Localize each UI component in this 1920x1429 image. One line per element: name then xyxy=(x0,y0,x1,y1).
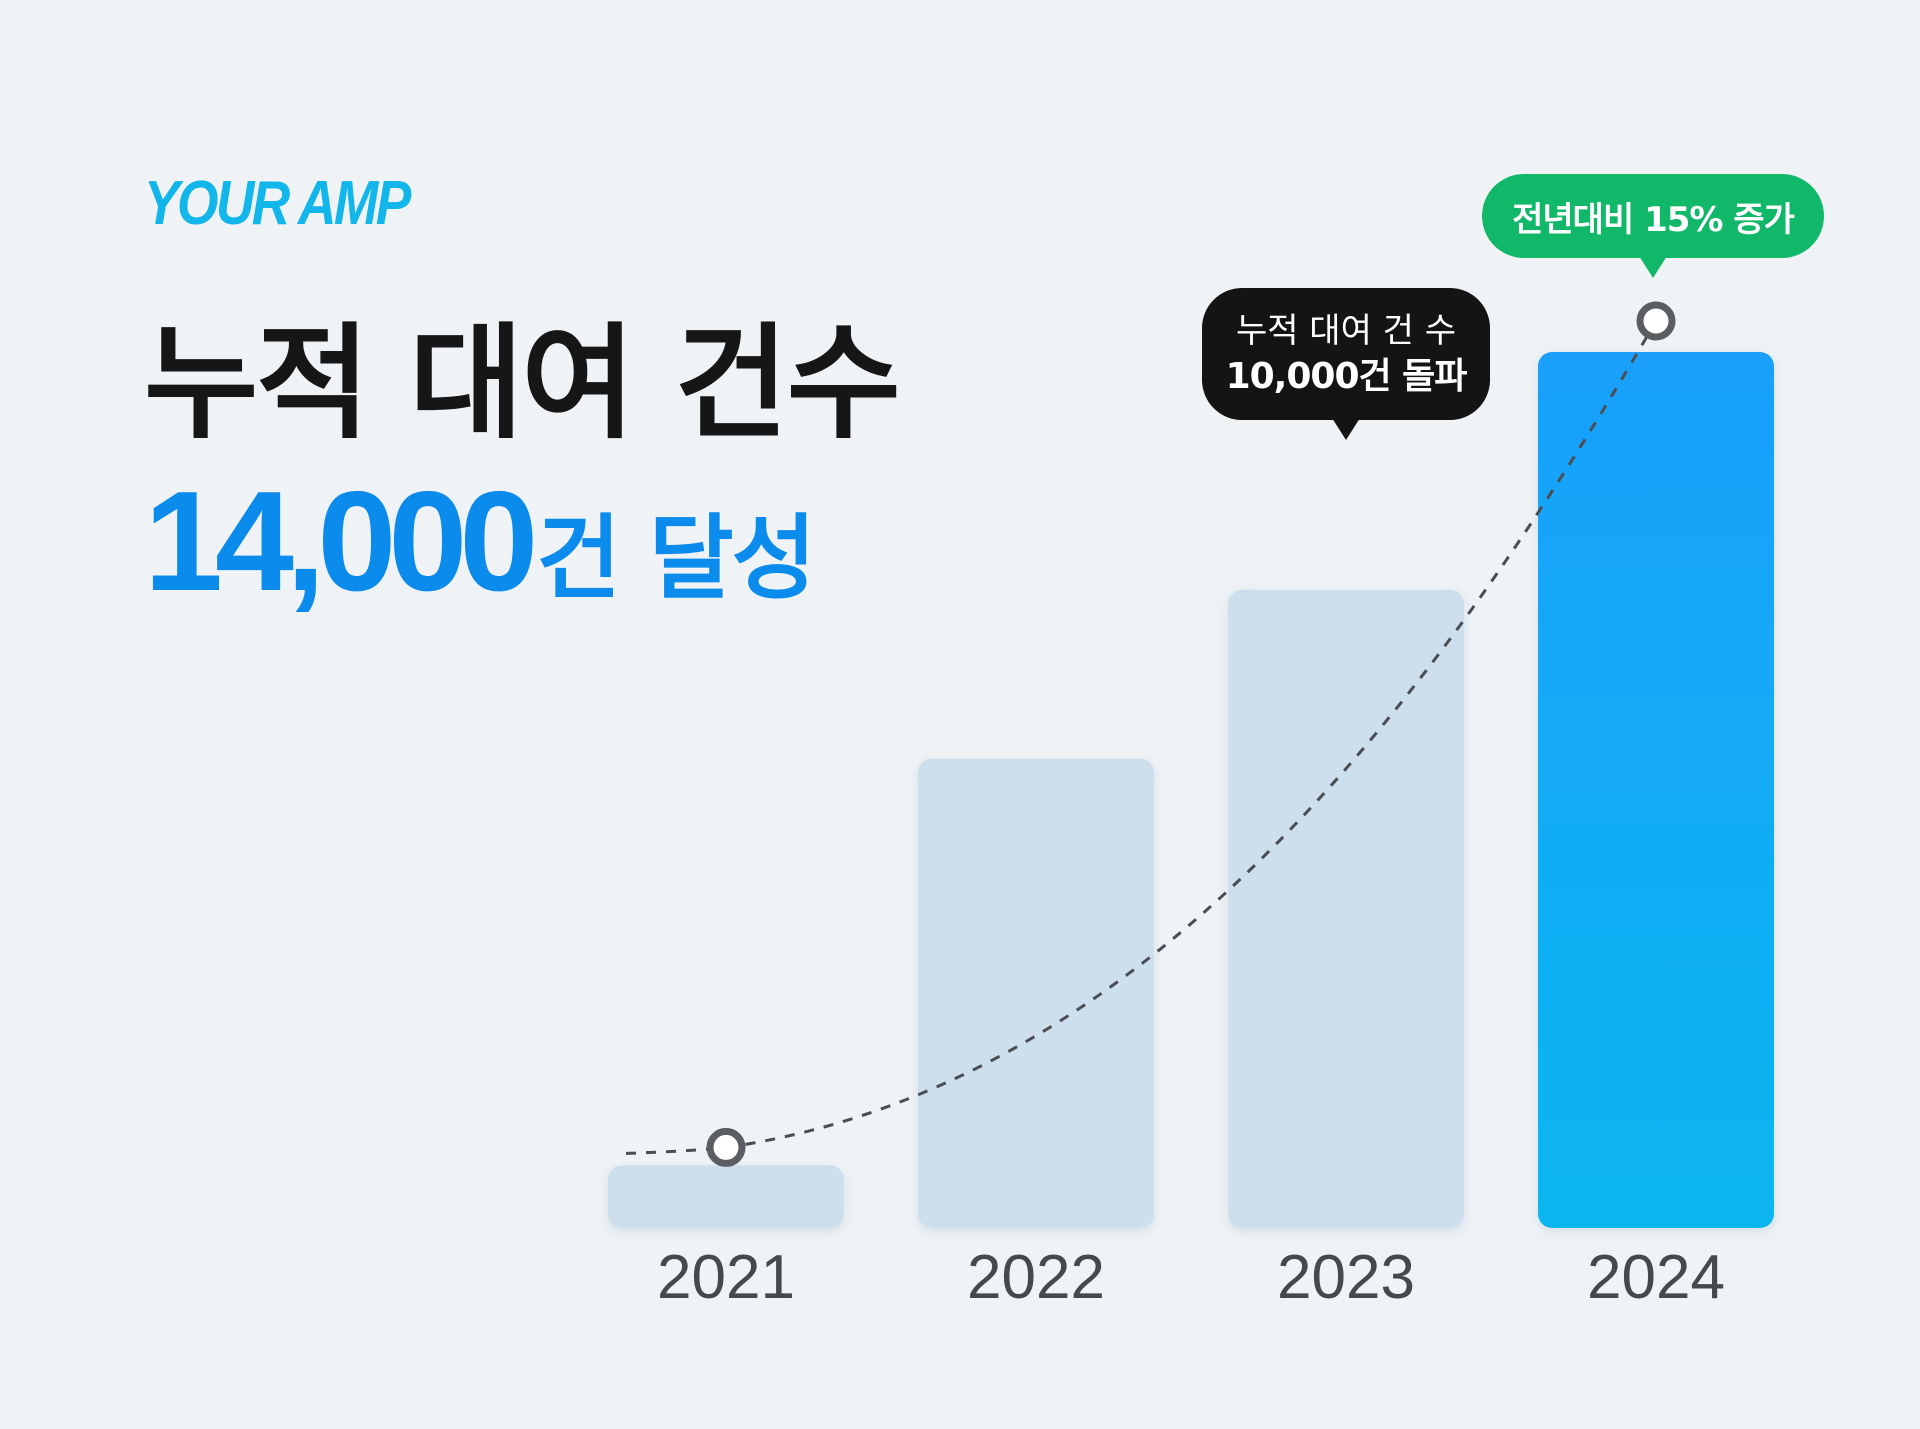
bar-2021 xyxy=(608,1165,844,1228)
milestone-callout: 누적 대여 건 수 10,000건 돌파 xyxy=(1202,288,1490,440)
achievement-suffix: 건 달성 xyxy=(536,505,816,612)
milestone-callout-line2: 10,000건 돌파 xyxy=(1225,356,1468,397)
achievement-headline: 14,000건 달성 xyxy=(144,460,816,624)
x-tick-label-2024: 2024 xyxy=(1587,1243,1725,1312)
trend-marker-2021 xyxy=(706,1127,746,1167)
growth-callout: 전년대비 15% 증가 xyxy=(1482,174,1824,278)
bar-2022 xyxy=(918,758,1154,1228)
achievement-number: 14,000 xyxy=(144,462,538,621)
milestone-callout-line1: 누적 대여 건 수 xyxy=(1235,311,1457,351)
x-tick-label-2022: 2022 xyxy=(967,1243,1105,1312)
bars-layer xyxy=(608,352,1774,1228)
trend-layer xyxy=(625,301,1676,1167)
trend-line xyxy=(625,320,1658,1155)
bar-2023 xyxy=(1228,589,1464,1228)
trend-marker-2024 xyxy=(1636,301,1676,341)
x-tick-label-2023: 2023 xyxy=(1277,1243,1415,1312)
bar-2024 xyxy=(1538,352,1774,1228)
page-title: 누적 대여 건수 xyxy=(144,312,901,456)
x-tick-label-2021: 2021 xyxy=(657,1243,795,1312)
brand-logo: YOUR AMP xyxy=(144,169,411,238)
x-tick-labels: 2021 2022 2023 2024 xyxy=(657,1243,1725,1312)
